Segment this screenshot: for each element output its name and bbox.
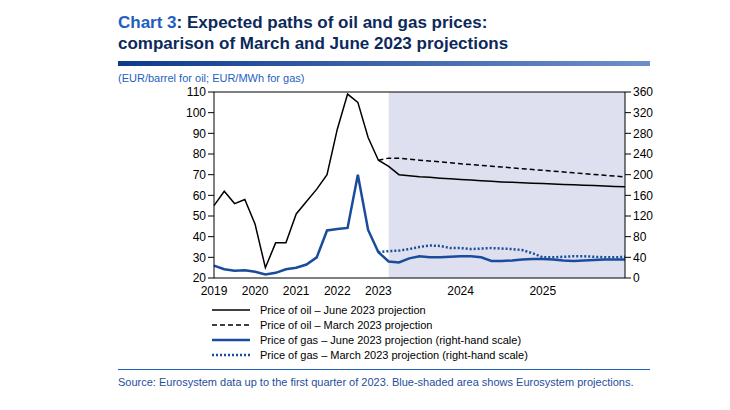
svg-text:40: 40: [193, 230, 207, 244]
svg-text:50: 50: [193, 209, 207, 223]
svg-text:80: 80: [633, 230, 647, 244]
svg-text:0: 0: [633, 271, 640, 285]
svg-text:360: 360: [633, 85, 653, 99]
svg-text:40: 40: [633, 251, 647, 265]
html-text:Price of gas – June 2023 proje: Price of gas – June 2023 projection (rig…: [260, 333, 522, 346]
svg-text:2024: 2024: [447, 284, 474, 298]
svg-text:90: 90: [193, 127, 207, 141]
svg-text:160: 160: [633, 189, 653, 203]
svg-text:100: 100: [186, 106, 206, 120]
html-text:Price of gas – March 2023 proj: Price of gas – March 2023 projection (ri…: [260, 348, 528, 361]
svg-text:2020: 2020: [242, 284, 269, 298]
svg-text:320: 320: [633, 106, 653, 120]
html-text:Chart 3: Expected paths of oil: Chart 3: Expected paths of oil and gas p…: [118, 13, 509, 53]
html-text:(EUR/barrel for oil; EUR/MWh f: (EUR/barrel for oil; EUR/MWh for gas): [118, 72, 305, 84]
svg-text:2021: 2021: [283, 284, 310, 298]
html-text:Source: Eurosystem data up to: Source: Eurosystem data up to the first …: [118, 376, 634, 388]
svg-text:2019: 2019: [201, 284, 228, 298]
svg-text:80: 80: [193, 147, 207, 161]
svg-text:120: 120: [633, 209, 653, 223]
svg-text:30: 30: [193, 251, 207, 265]
svg-text:20: 20: [193, 271, 207, 285]
svg-text:70: 70: [193, 168, 207, 182]
html-text:Price of oil – March 2023 proj: Price of oil – March 2023 projection: [260, 318, 433, 331]
html-text:Price of oil – June 2023 proje: Price of oil – June 2023 projection: [260, 303, 426, 316]
svg-text:60: 60: [193, 189, 207, 203]
svg-text:2025: 2025: [529, 284, 556, 298]
svg-text:200: 200: [633, 168, 653, 182]
svg-text:110: 110: [187, 85, 206, 99]
svg-text:280: 280: [633, 127, 653, 141]
svg-text:240: 240: [633, 147, 653, 161]
svg-text:2023: 2023: [365, 284, 392, 298]
svg-text:2022: 2022: [324, 284, 351, 298]
